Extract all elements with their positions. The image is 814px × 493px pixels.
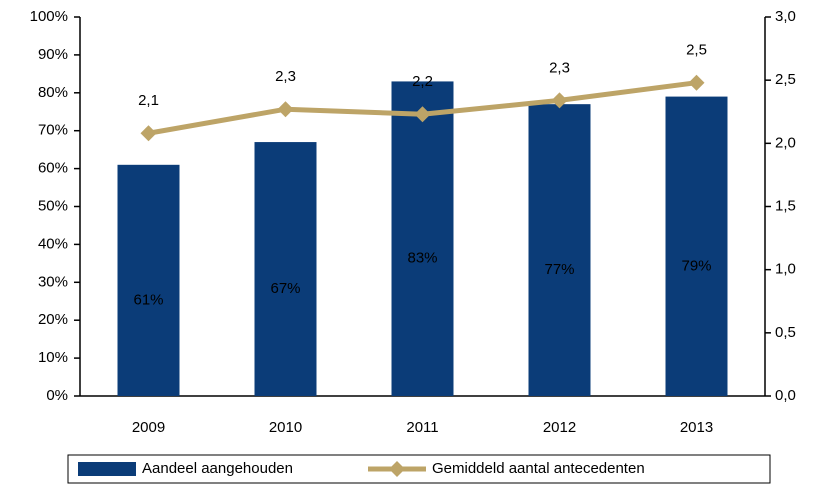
line-label: 2,1 (138, 92, 159, 109)
line-label: 2,5 (686, 42, 707, 59)
legend-swatch (389, 461, 405, 477)
y-tick-label: 20% (38, 311, 68, 328)
y-tick-label: 30% (38, 273, 68, 290)
y-tick-label: 80% (38, 84, 68, 101)
y2-tick-label: 1,0 (775, 261, 796, 278)
y-tick-label: 90% (38, 46, 68, 63)
bar-label: 67% (270, 280, 300, 297)
y-tick-label: 70% (38, 122, 68, 139)
y-tick-label: 10% (38, 349, 68, 366)
legend-label: Aandeel aangehouden (142, 460, 293, 477)
line-marker (277, 101, 294, 118)
y-tick-label: 60% (38, 160, 68, 177)
legend-box (67, 454, 771, 484)
line-marker (140, 125, 157, 142)
line-marker (414, 106, 431, 123)
x-tick-label: 2010 (269, 419, 302, 436)
bar-label: 77% (544, 261, 574, 278)
x-tick-label: 2009 (132, 419, 165, 436)
y-tick-label: 50% (38, 197, 68, 214)
y2-tick-label: 0,5 (775, 324, 796, 341)
line-marker (551, 92, 568, 109)
y2-tick-label: 3,0 (775, 8, 796, 25)
bar-label: 83% (407, 250, 437, 267)
line-label: 2,3 (549, 59, 570, 76)
legend-swatch (78, 462, 136, 476)
bar (665, 96, 728, 396)
x-tick-label: 2013 (680, 419, 713, 436)
y-tick-label: 100% (30, 8, 68, 25)
x-tick-label: 2012 (543, 419, 576, 436)
bar (391, 81, 454, 397)
legend-label: Gemiddeld aantal antecedenten (432, 460, 645, 477)
line-label: 2,3 (275, 68, 296, 85)
y2-tick-label: 2,5 (775, 71, 796, 88)
line-label: 2,2 (412, 73, 433, 90)
x-tick-label: 2011 (406, 419, 438, 436)
bar (528, 104, 591, 397)
y-tick-label: 40% (38, 235, 68, 252)
y-tick-label: 0% (46, 387, 68, 404)
bar-label: 61% (133, 291, 163, 308)
y2-tick-label: 0,0 (775, 387, 796, 404)
bar (254, 142, 317, 396)
line-marker (688, 74, 705, 91)
y2-tick-label: 1,5 (775, 197, 796, 214)
y2-tick-label: 2,0 (775, 134, 796, 151)
bar-label: 79% (681, 257, 711, 274)
bar (117, 164, 180, 396)
